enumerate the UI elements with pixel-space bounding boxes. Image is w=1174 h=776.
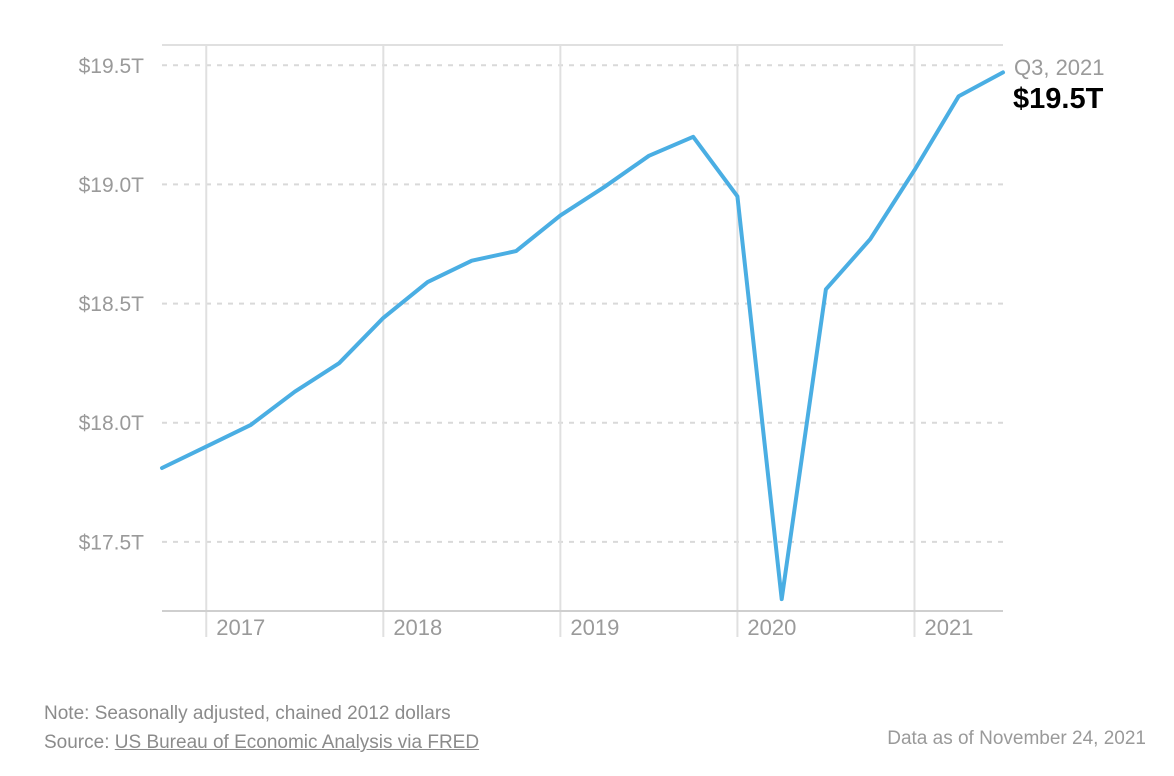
y-axis-tick-label: $19.0T: [79, 174, 145, 197]
y-axis-tick-label: $18.0T: [79, 412, 145, 435]
y-axis-tick-label: $18.5T: [79, 293, 145, 316]
y-axis-tick-label: $19.5T: [79, 55, 145, 78]
data-as-of-label: Data as of November 24, 2021: [887, 728, 1146, 749]
source-prefix: Source:: [44, 732, 115, 753]
note-text: Note: Seasonally adjusted, chained 2012 …: [44, 703, 451, 724]
x-axis-labels: 2017 2018 2019 2020 2021: [216, 615, 973, 640]
y-axis-labels: $19.5T $19.0T $18.5T $18.0T $17.5T: [79, 55, 145, 555]
chart-footnote: Note: Seasonally adjusted, chained 2012 …: [44, 699, 479, 757]
note-line: Note: Seasonally adjusted, chained 2012 …: [44, 699, 479, 728]
source-link[interactable]: US Bureau of Economic Analysis via FRED: [114, 732, 480, 753]
y-gridlines: [162, 64, 1003, 543]
annotation-period-label: Q3, 2021: [1014, 55, 1105, 80]
y-axis-tick-label: $17.5T: [79, 531, 145, 554]
gdp-line-series: [160, 70, 1005, 602]
x-axis-tick-label: 2018: [393, 615, 442, 640]
x-axis-tick-label: 2017: [216, 615, 265, 640]
x-axis-tick-label: 2021: [924, 615, 973, 640]
source-line: Source: US Bureau of Economic Analysis v…: [44, 728, 479, 757]
x-axis-tick-label: 2020: [747, 615, 796, 640]
annotation-value-label: $19.5T: [1013, 83, 1104, 115]
x-gridlines: [205, 45, 916, 637]
x-axis-tick-label: 2019: [570, 615, 619, 640]
